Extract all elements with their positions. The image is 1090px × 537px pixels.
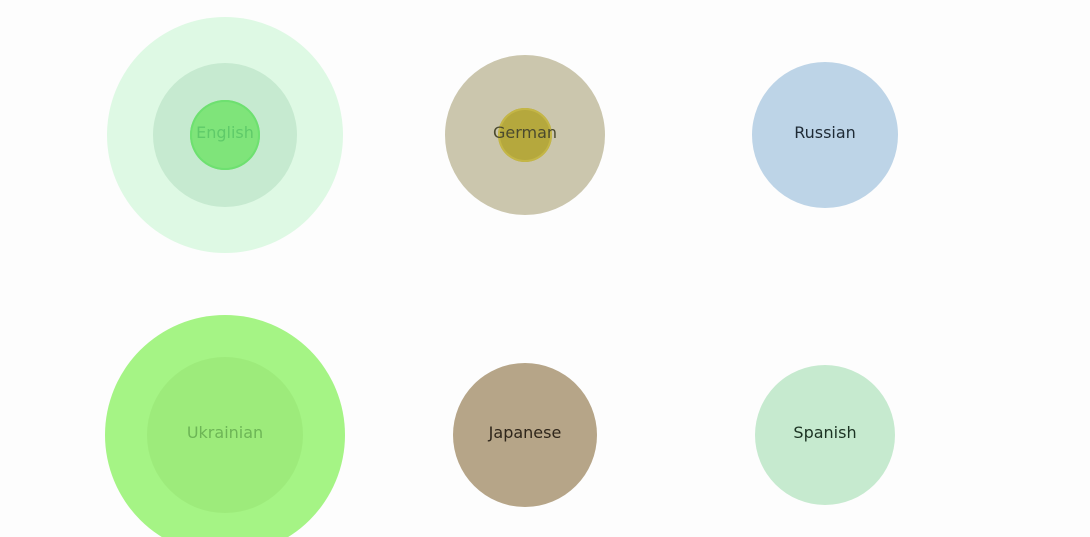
bubble-spanish-circle	[755, 365, 895, 505]
bubble-russian[interactable]: Russian	[675, 0, 975, 285]
bubble-russian-circle	[752, 62, 898, 208]
bubble-spanish[interactable]: Spanish	[675, 285, 975, 537]
bubble-ukrainian-inner-circle	[147, 357, 303, 513]
bubble-japanese-circle	[453, 363, 597, 507]
bubble-german[interactable]: German	[375, 0, 675, 285]
bubble-english-inner-circle	[190, 100, 260, 170]
bubble-ukrainian[interactable]: Ukrainian	[75, 285, 375, 537]
bubble-german-inner-circle	[498, 108, 552, 162]
bubble-japanese[interactable]: Japanese	[375, 285, 675, 537]
bubble-english[interactable]: English	[75, 0, 375, 285]
